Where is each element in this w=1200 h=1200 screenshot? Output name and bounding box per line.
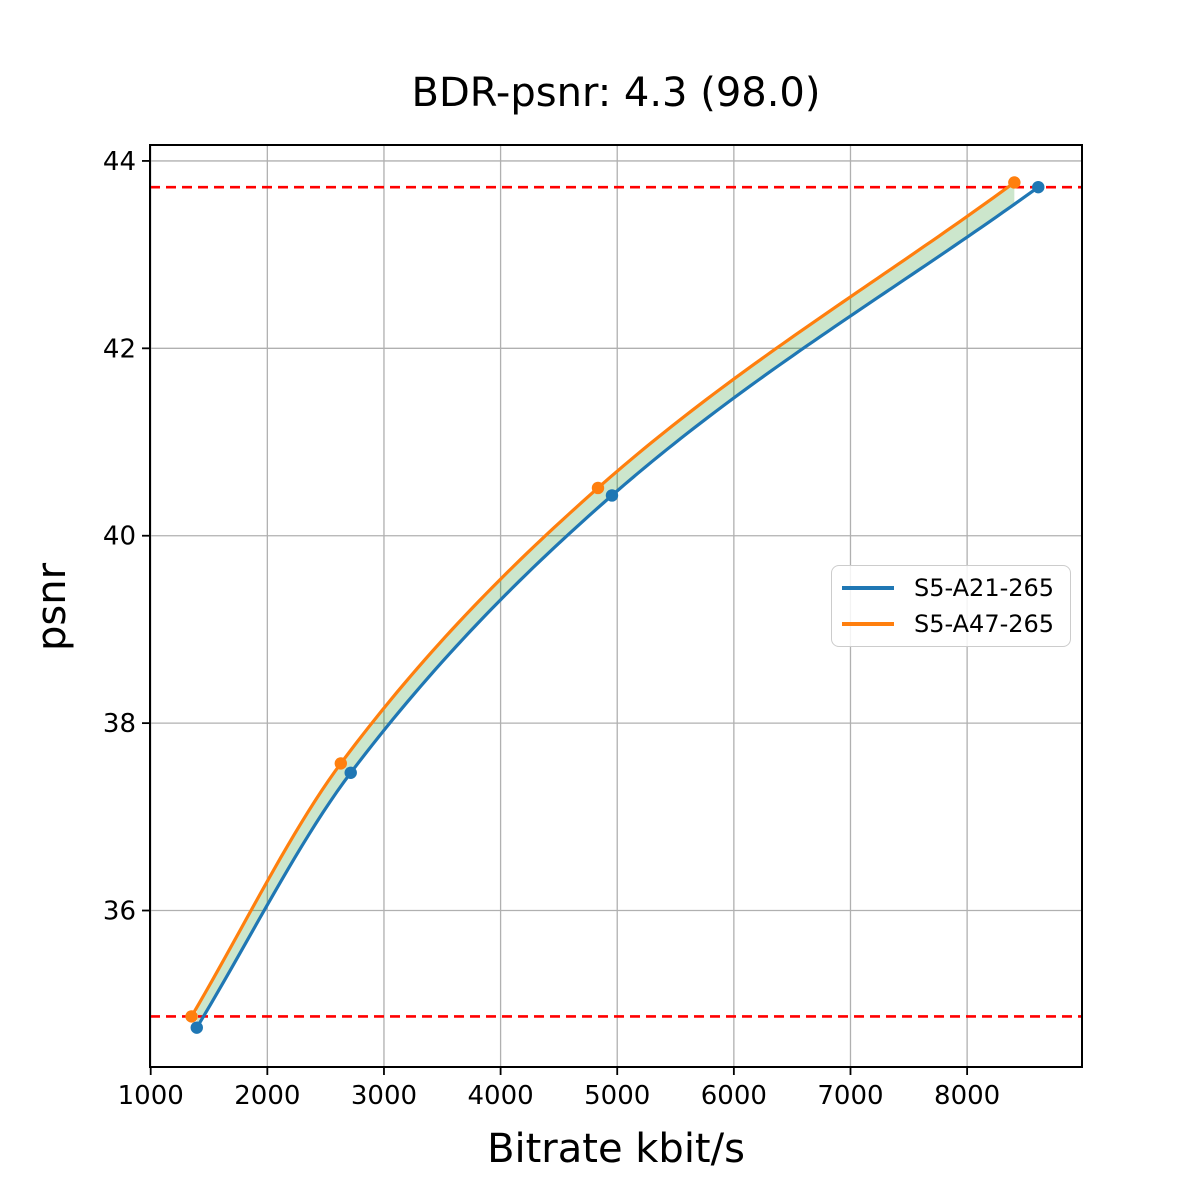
- y-tick-label: 44: [103, 147, 136, 177]
- data-point-marker: [591, 481, 605, 495]
- x-tick-label: 7000: [817, 1081, 883, 1111]
- x-tick-label: 5000: [584, 1081, 650, 1111]
- legend-entry: S5-A21-265: [842, 574, 1060, 602]
- legend-entry: S5-A47-265: [842, 610, 1060, 638]
- x-tick-label: 3000: [351, 1081, 417, 1111]
- x-tick-label: 8000: [934, 1081, 1000, 1111]
- y-tick-label: 42: [103, 334, 136, 364]
- chart-title: BDR-psnr: 4.3 (98.0): [411, 70, 821, 116]
- x-tick-label: 2000: [234, 1081, 300, 1111]
- data-point-marker: [344, 766, 357, 779]
- data-point-marker: [1032, 180, 1045, 194]
- data-point-marker: [1008, 176, 1021, 189]
- series-line: [195, 185, 1040, 1030]
- legend-label: S5-A21-265: [914, 574, 1055, 602]
- axes-spines: [149, 144, 1083, 1068]
- y-tick-label: 36: [103, 897, 136, 927]
- x-tick-label: 1000: [118, 1081, 184, 1111]
- y-tick-label: 40: [103, 522, 136, 552]
- data-point-marker: [605, 489, 619, 502]
- x-axis-label: Bitrate kbit/s: [487, 1126, 745, 1172]
- legend-label: S5-A47-265: [914, 610, 1055, 638]
- data-point-marker: [334, 757, 348, 770]
- x-tick-label: 4000: [468, 1081, 534, 1111]
- data-point-marker: [190, 1021, 203, 1034]
- data-point-marker: [185, 1010, 198, 1023]
- x-tick-label: 6000: [701, 1081, 767, 1111]
- y-axis-label: psnr: [29, 562, 75, 652]
- legend: S5-A21-265 S5-A47-265: [831, 565, 1071, 647]
- legend-line-sample: [842, 586, 894, 590]
- y-tick-label: 38: [103, 709, 136, 739]
- series-line: [189, 180, 1016, 1018]
- legend-line-sample: [842, 622, 894, 626]
